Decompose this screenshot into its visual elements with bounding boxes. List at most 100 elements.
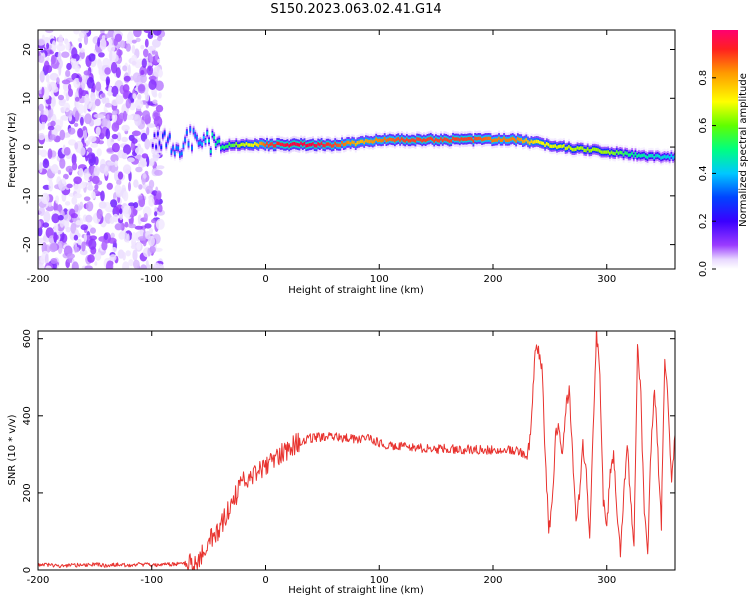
ridge-cell: [453, 137, 456, 141]
x-tick-label: -200: [27, 274, 50, 285]
noise-cell: [40, 114, 48, 123]
ridge-cell: [255, 142, 258, 147]
ridge-cell: [622, 153, 625, 157]
ridge-cell: [421, 139, 424, 143]
noise-cell: [80, 146, 86, 156]
noise-cell: [135, 37, 141, 43]
ridge-cell: [366, 139, 369, 143]
noise-cell: [122, 205, 132, 218]
ridge-cell: [400, 137, 403, 141]
noise-cell: [116, 93, 120, 101]
noise-cell: [122, 190, 129, 202]
ridge-cell: [561, 144, 564, 149]
noise-cell: [91, 175, 100, 185]
ridge-cell: [385, 138, 388, 143]
noise-cell: [90, 142, 98, 148]
ridge-cell: [665, 155, 668, 159]
noise-cell: [73, 176, 82, 185]
ridge-cell: [603, 150, 606, 154]
noise-cell: [74, 110, 80, 122]
noise-cell: [131, 130, 141, 137]
ridge-cell: [373, 139, 376, 143]
noise-cell: [109, 254, 117, 262]
ridge-cell: [423, 138, 425, 142]
noise-cell: [114, 160, 118, 168]
noise-cell: [138, 184, 143, 190]
x-tick-label: 100: [370, 575, 389, 586]
noise-cell: [134, 146, 144, 155]
ridge-cell: [668, 156, 671, 160]
noise-cell: [128, 202, 135, 207]
ridge-cell: [349, 142, 352, 146]
ridge-cell: [290, 143, 292, 147]
ridge-cell: [235, 141, 238, 146]
ridge-cell: [537, 140, 540, 144]
noise-cell: [144, 92, 150, 102]
ridge-cell: [240, 142, 243, 147]
noise-cell: [120, 40, 126, 49]
ridge-cell: [266, 141, 268, 145]
ridge-cell: [344, 142, 347, 146]
noise-cell: [81, 241, 86, 252]
ridge-cell: [257, 143, 260, 148]
ridge-cell: [504, 138, 507, 142]
noise-cell: [134, 225, 143, 230]
noise-cell: [51, 86, 59, 93]
noise-cell: [66, 62, 72, 71]
ridge-cell: [419, 138, 422, 142]
ridge-cell: [242, 142, 245, 147]
ridge-cell: [218, 139, 221, 143]
noise-cell: [66, 253, 75, 259]
noise-cell: [45, 30, 54, 34]
ridge-cell: [563, 144, 565, 148]
y-tick-label: 20: [22, 43, 33, 56]
y-tick-label: 400: [22, 406, 33, 425]
ridge-cell: [491, 139, 494, 143]
ridge-cell: [489, 136, 492, 141]
ridge-cell: [607, 150, 610, 154]
noise-cell: [80, 116, 84, 126]
noise-cell: [152, 153, 161, 158]
ridge-cell: [214, 143, 217, 147]
noise-cell: [98, 201, 107, 209]
noise-cell: [83, 196, 91, 202]
noise-cell: [61, 177, 66, 184]
noise-cell: [59, 129, 66, 141]
y-tick-label: -10: [22, 188, 33, 204]
ridge-cell: [457, 137, 460, 141]
ridge-cell: [354, 142, 357, 147]
ridge-cell: [308, 143, 311, 147]
noise-cell: [142, 239, 147, 247]
ridge-cell: [267, 144, 270, 148]
x-tick-label: 300: [597, 575, 616, 586]
noise-cell: [57, 169, 61, 175]
ridge-cell: [325, 142, 328, 146]
ridge-cell: [223, 146, 226, 150]
ridge-cell: [446, 138, 449, 142]
ridge-cell: [172, 146, 175, 150]
noise-cell: [46, 42, 50, 50]
ridge-cell: [238, 144, 241, 148]
noise-cell: [48, 180, 54, 192]
ridge-cell: [365, 138, 367, 143]
ridge-cell: [644, 154, 647, 159]
ridge-cell: [629, 153, 632, 157]
noise-cell: [97, 37, 101, 47]
noise-cell: [87, 152, 96, 160]
noise-cell: [104, 67, 111, 75]
noise-cell: [125, 43, 131, 52]
ridge-cell: [204, 139, 207, 143]
noise-cell: [66, 183, 73, 189]
noise-cell: [38, 149, 43, 156]
noise-cell: [147, 46, 157, 51]
x-tick-label: -100: [140, 575, 163, 586]
ridge-cell: [262, 142, 265, 146]
noise-cell: [110, 232, 115, 239]
ridge-cell: [409, 139, 412, 143]
noise-cell: [75, 220, 82, 226]
ridge-cell: [429, 136, 432, 140]
noise-cell: [80, 224, 89, 231]
ridge-cell: [371, 140, 374, 144]
noise-cell: [85, 214, 93, 223]
noise-cell: [101, 117, 108, 128]
